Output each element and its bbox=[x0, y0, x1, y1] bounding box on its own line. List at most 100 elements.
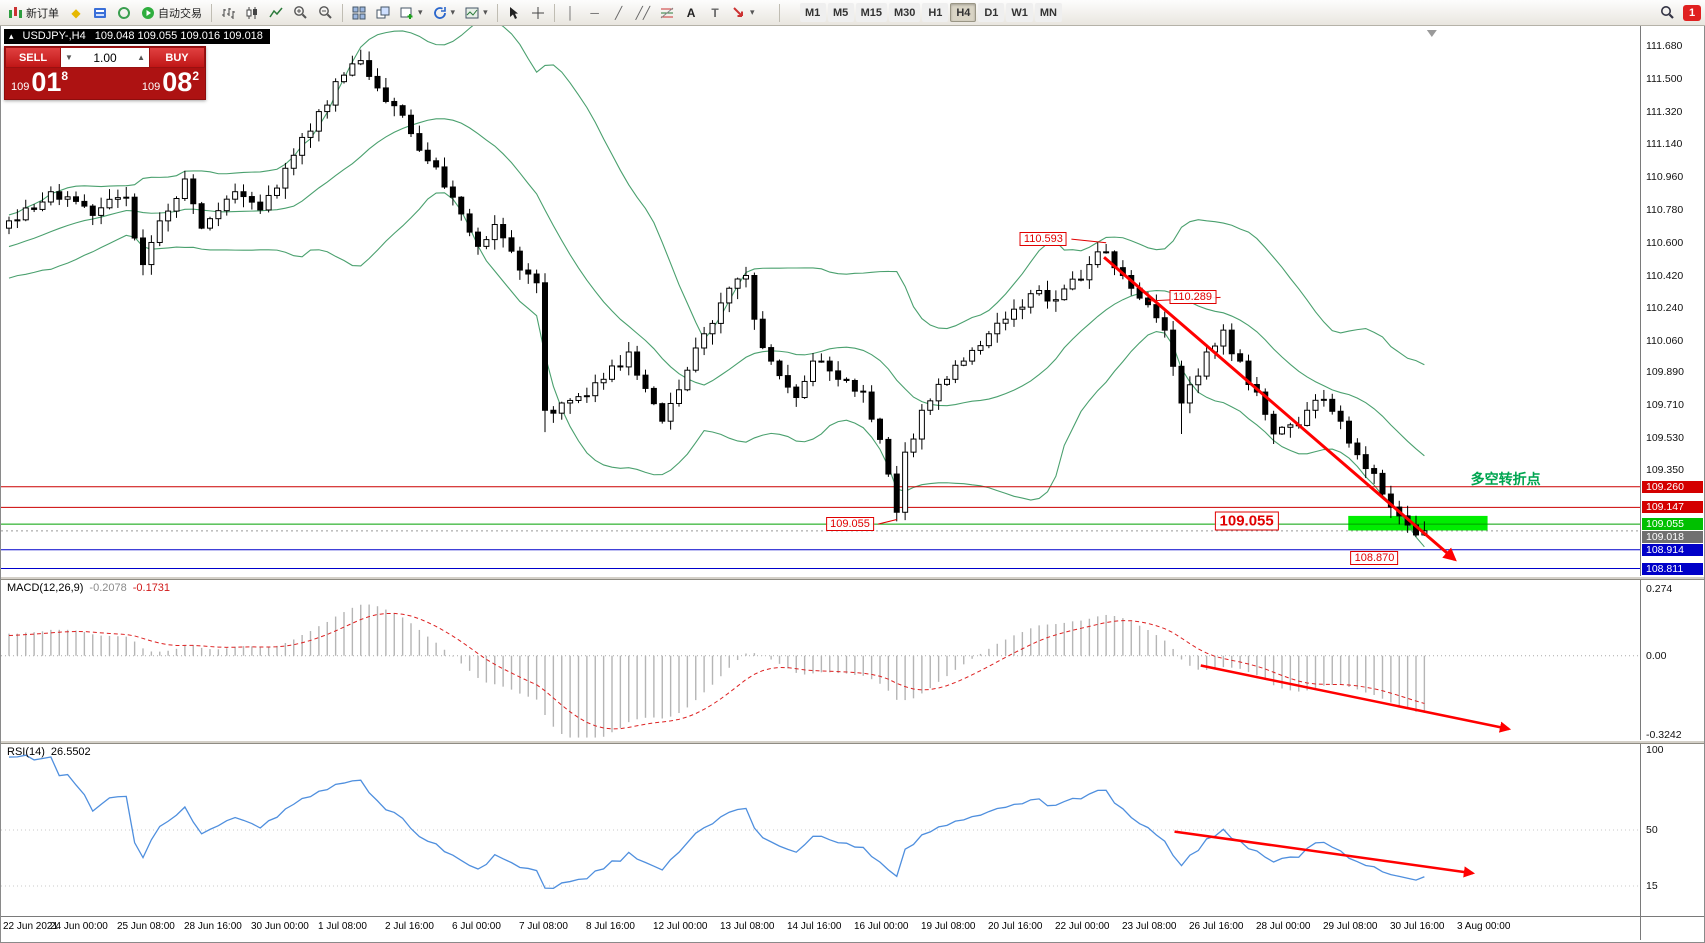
candlestick-mode-button[interactable] bbox=[241, 3, 263, 23]
time-axis[interactable]: 22 Jun 2021 24 Jun 00:00 25 Jun 08:00 28 Ju… bbox=[1, 916, 1704, 940]
rsi-svg[interactable] bbox=[1, 744, 1640, 916]
turning-point-label[interactable]: 多空转折点 bbox=[1470, 471, 1541, 488]
panel-splitter[interactable] bbox=[1, 740, 1704, 744]
strategy-tester-button[interactable] bbox=[113, 3, 135, 23]
price-tick[interactable]: 110.600 bbox=[1646, 236, 1684, 249]
timeframe-h4-button[interactable]: H4 bbox=[950, 3, 977, 22]
metaeditor-button[interactable]: ◆ bbox=[65, 3, 87, 23]
metaeditor-icon: ◆ bbox=[71, 5, 81, 20]
timeframe-m1-button[interactable]: M1 bbox=[799, 3, 826, 22]
fibonacci-tool-button[interactable] bbox=[656, 3, 678, 23]
rsi-axis-tick[interactable]: 50 bbox=[1646, 824, 1658, 836]
vertical-line-tool-button[interactable]: │ bbox=[560, 3, 582, 23]
macd-axis[interactable]: 0.274 0.00 -0.3242 bbox=[1640, 580, 1704, 740]
macd-axis-tick[interactable]: 0.00 bbox=[1646, 649, 1667, 662]
search-button[interactable] bbox=[1656, 3, 1679, 23]
sell-price[interactable]: 109 01 8 bbox=[11, 69, 68, 96]
price-tick[interactable]: 111.320 bbox=[1646, 105, 1683, 118]
price-tick[interactable]: 110.240 bbox=[1646, 302, 1684, 315]
timeframe-d1-button[interactable]: D1 bbox=[978, 3, 1005, 22]
macd-signal-value: -0.1731 bbox=[132, 582, 171, 594]
channel-tool-button[interactable]: ╱╱ bbox=[632, 3, 654, 23]
cursor-tool-button[interactable] bbox=[503, 3, 525, 23]
macd-signal-line bbox=[8, 612, 1425, 730]
horizontal-line-tool-button[interactable]: ─ bbox=[584, 3, 606, 23]
zoom-in-button[interactable] bbox=[289, 3, 312, 23]
templates-button[interactable]: ▾ bbox=[461, 3, 492, 23]
timeframe-h1-button[interactable]: H1 bbox=[922, 3, 949, 22]
price-tick[interactable]: 110.960 bbox=[1646, 171, 1684, 184]
price-line-badge[interactable]: 109.260 bbox=[1642, 480, 1703, 493]
price-tick[interactable]: 109.890 bbox=[1646, 366, 1684, 379]
price-annotation-box[interactable]: 110.289 bbox=[1169, 290, 1217, 305]
panel-splitter[interactable] bbox=[1, 576, 1704, 580]
rsi-downtrend-arrow[interactable] bbox=[1174, 830, 1476, 878]
autotrading-button[interactable]: 自动交易 bbox=[137, 3, 206, 23]
macd-axis-tick[interactable]: -0.3242 bbox=[1646, 728, 1682, 740]
price-tick[interactable]: 111.140 bbox=[1646, 138, 1683, 151]
price-line-badge[interactable]: 108.811 bbox=[1642, 562, 1703, 575]
price-tick[interactable]: 109.710 bbox=[1646, 398, 1684, 411]
text-tool-button[interactable]: A bbox=[680, 3, 702, 23]
rsi-axis[interactable]: 100 50 15 bbox=[1640, 744, 1704, 916]
rsi-chart[interactable]: RSI(14) 26.5502 bbox=[1, 744, 1640, 916]
timeframe-m5-button[interactable]: M5 bbox=[827, 3, 854, 22]
volume-up-icon[interactable]: ▲ bbox=[137, 53, 145, 62]
label-tool-button[interactable]: T bbox=[704, 3, 726, 23]
timeframe-w1-button[interactable]: W1 bbox=[1006, 3, 1033, 22]
timeframe-m30-button[interactable]: M30 bbox=[888, 3, 921, 22]
sell-button[interactable]: SELL bbox=[5, 47, 61, 68]
crosshair-tool-button[interactable] bbox=[527, 3, 549, 23]
price-line-badge[interactable]: 108.914 bbox=[1642, 543, 1703, 556]
terminal-button[interactable] bbox=[89, 3, 111, 23]
volume-input[interactable]: ▼ 1.00 ▲ bbox=[61, 47, 149, 68]
new-chart-button[interactable]: ▾ bbox=[396, 3, 427, 23]
price-tick[interactable]: 111.680 bbox=[1646, 40, 1683, 53]
buy-button[interactable]: BUY bbox=[149, 47, 205, 68]
macd-chart[interactable]: MACD(12,26,9) -0.2078 -0.1731 bbox=[1, 580, 1640, 740]
shapes-tool-button[interactable]: ▾ bbox=[728, 3, 759, 23]
price-tick[interactable]: 111.500 bbox=[1646, 72, 1683, 85]
zoom-out-button[interactable] bbox=[314, 3, 337, 23]
current-price-badge[interactable]: 109.018 bbox=[1642, 530, 1703, 543]
candlestick-chart[interactable]: 110.593 110.289 109.055 108.870 109.055 多空转折点 bbox=[1, 26, 1640, 576]
price-annotation-box[interactable]: 110.593 bbox=[1019, 232, 1067, 247]
highlight-zone[interactable] bbox=[1348, 515, 1488, 531]
downtrend-arrow[interactable] bbox=[1103, 256, 1457, 562]
profiles-button[interactable]: ▾ bbox=[429, 3, 460, 23]
price-tick[interactable]: 110.060 bbox=[1646, 335, 1684, 348]
chart-title-bar[interactable]: ▴ USDJPY-,H4 109.048 109.055 109.016 109… bbox=[4, 29, 270, 44]
tile-windows-button[interactable] bbox=[348, 3, 370, 23]
new-order-button[interactable]: 新订单 bbox=[4, 3, 63, 23]
rsi-axis-tick[interactable]: 100 bbox=[1646, 744, 1664, 756]
key-level-label[interactable]: 109.055 bbox=[1214, 511, 1279, 531]
chart-shift-marker[interactable] bbox=[1426, 30, 1437, 37]
price-tick[interactable]: 109.530 bbox=[1646, 431, 1684, 444]
cascade-windows-button[interactable] bbox=[372, 3, 394, 23]
price-line-badge[interactable]: 109.055 bbox=[1642, 518, 1703, 531]
price-line-badge[interactable]: 109.147 bbox=[1642, 501, 1703, 514]
volume-down-icon[interactable]: ▼ bbox=[65, 53, 73, 62]
macd-axis-tick[interactable]: 0.274 bbox=[1646, 582, 1673, 595]
time-label: 30 Jun 00:00 bbox=[251, 921, 309, 932]
time-label: 26 Jul 16:00 bbox=[1189, 921, 1244, 932]
price-tick[interactable]: 110.420 bbox=[1646, 269, 1684, 282]
collapse-arrow-icon[interactable]: ▴ bbox=[9, 30, 14, 41]
price-tick[interactable]: 109.350 bbox=[1646, 464, 1684, 477]
timeframe-mn-button[interactable]: MN bbox=[1034, 3, 1062, 22]
timeframe-m15-button[interactable]: M15 bbox=[855, 3, 887, 22]
price-axis[interactable]: 111.680 111.500 111.320 111.140 110.960 110.7… bbox=[1640, 26, 1704, 576]
price-annotation-box[interactable]: 109.055 bbox=[826, 517, 874, 532]
macd-downtrend-arrow[interactable] bbox=[1200, 664, 1512, 733]
trendline-tool-button[interactable]: ╱ bbox=[608, 3, 630, 23]
rsi-axis-tick[interactable]: 15 bbox=[1646, 880, 1658, 892]
buy-price[interactable]: 109 08 2 bbox=[142, 69, 199, 96]
price-annotation-box[interactable]: 108.870 bbox=[1350, 550, 1399, 565]
line-chart-mode-button[interactable] bbox=[265, 3, 287, 23]
price-tick[interactable]: 110.780 bbox=[1646, 203, 1684, 216]
main-chart-panel: 110.593 110.289 109.055 108.870 109.055 多空转折点… bbox=[1, 26, 1704, 576]
bar-chart-mode-button[interactable] bbox=[217, 3, 239, 23]
macd-svg[interactable] bbox=[1, 580, 1640, 740]
notification-badge[interactable]: 1 bbox=[1683, 4, 1701, 21]
candlestick-svg[interactable] bbox=[1, 26, 1640, 576]
